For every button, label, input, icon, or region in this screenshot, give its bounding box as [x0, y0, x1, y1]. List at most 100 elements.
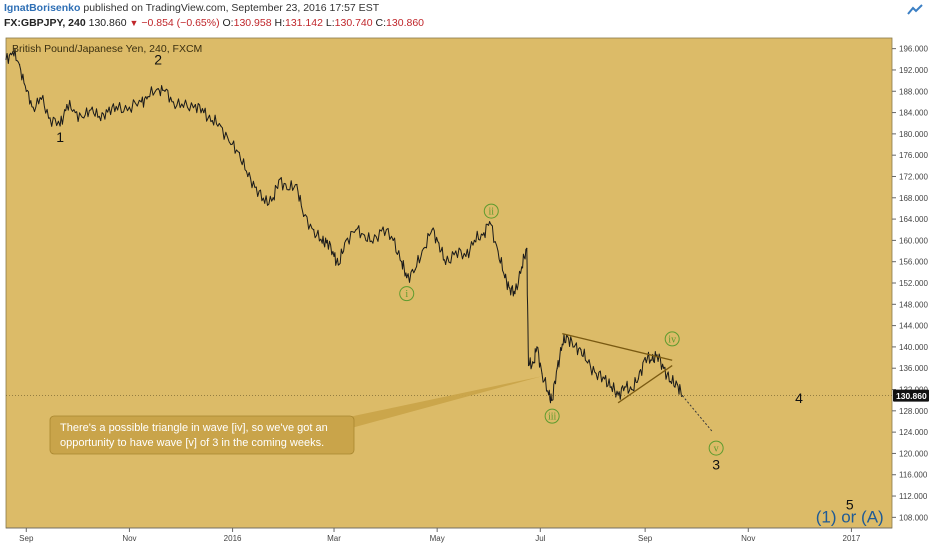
x-tick-label: Jul — [535, 534, 545, 543]
x-tick-label: Sep — [19, 534, 34, 543]
wave-circle-ii — [483, 203, 499, 219]
wave-label-2: 2 — [154, 52, 162, 68]
price-point — [473, 239, 475, 241]
price-point — [230, 143, 232, 146]
price-point — [527, 364, 530, 367]
wave-circle-v — [708, 440, 724, 456]
price-point — [561, 343, 563, 345]
price-point — [573, 346, 575, 348]
price-point — [580, 348, 582, 351]
quote-info: FX:GBPJPY, 240 130.860 ▼ −0.854 (−0.65%)… — [4, 17, 424, 29]
y-tick-label: 184.000 — [899, 109, 928, 118]
price-point — [617, 394, 619, 396]
price-point — [504, 277, 506, 279]
price-point — [326, 239, 328, 241]
wave-circle-i — [399, 286, 415, 302]
price-point — [264, 202, 266, 204]
price-point — [211, 119, 213, 122]
last-price-badge — [893, 389, 929, 402]
price-series: 130.860 — [5, 48, 929, 404]
chart-title: British Pound/Japanese Yen, 240, FXCM — [12, 43, 202, 55]
x-tick-label: 2016 — [224, 534, 242, 543]
price-point — [624, 386, 626, 388]
price-point — [526, 247, 528, 249]
y-tick-label: 192.000 — [899, 66, 928, 75]
y-tick-label: 136.000 — [899, 364, 928, 373]
price-point — [548, 394, 550, 396]
price-point — [521, 266, 523, 268]
price-point — [631, 388, 633, 391]
y-tick-label: 108.000 — [899, 513, 928, 522]
price-point — [302, 215, 305, 218]
price-point — [355, 229, 357, 231]
price-point — [663, 367, 665, 369]
wave-degree-label: (1) or (A) — [816, 508, 884, 527]
price-point — [164, 90, 166, 92]
price-point — [279, 178, 281, 180]
price-point — [556, 367, 558, 369]
x-tick-label: Sep — [638, 534, 653, 543]
y-tick-label: 116.000 — [899, 471, 928, 480]
price-point — [445, 263, 447, 265]
y-tick-label: 120.000 — [899, 449, 928, 458]
high-value: 131.142 — [285, 17, 323, 29]
callout-pointer — [344, 376, 542, 430]
low-value: 130.740 — [334, 17, 373, 29]
y-tick-label: 152.000 — [899, 279, 928, 288]
wave-label-4: 4 — [795, 390, 803, 406]
y-tick-label: 172.000 — [899, 172, 928, 181]
price-pane — [5, 37, 893, 529]
price-axis[interactable]: 108.000 112.000 116.000 120.000 124.000 128.0… — [892, 45, 928, 523]
price-point — [296, 183, 298, 186]
price-point — [147, 95, 149, 98]
price-point — [372, 242, 374, 244]
x-tick-label: May — [430, 534, 445, 543]
price-point — [610, 386, 612, 388]
publish-text: published on TradingView.com, September … — [83, 2, 380, 14]
change-text: −0.854 (−0.65%) — [141, 17, 220, 29]
triangle-lower-line — [617, 365, 673, 404]
callout-box — [49, 415, 355, 455]
price-point — [66, 103, 68, 106]
wave-circle-label-v: v — [714, 444, 719, 455]
chart-area[interactable]: 108.000 112.000 116.000 120.000 124.000 128.0… — [0, 32, 932, 550]
last-price-text: 130.860 — [88, 17, 127, 29]
close-value: 130.860 — [386, 17, 425, 29]
price-point — [172, 101, 174, 103]
y-tick-label: 128.000 — [899, 407, 928, 416]
price-point — [100, 119, 102, 122]
price-point — [203, 111, 205, 114]
y-tick-label: 112.000 — [899, 492, 928, 501]
price-point — [488, 221, 491, 223]
price-point — [637, 378, 639, 380]
price-point — [603, 378, 606, 380]
y-tick-label: 144.000 — [899, 322, 928, 331]
price-point — [333, 255, 335, 257]
time-axis[interactable]: Sep Nov 2016 Mar May Jul Sep Nov 2017 — [6, 527, 892, 543]
y-tick-label: 124.000 — [899, 428, 928, 437]
price-point — [238, 151, 240, 154]
price-point — [438, 242, 440, 244]
y-tick-label: 188.000 — [899, 87, 928, 96]
price-point — [345, 239, 347, 241]
symbol-label: FX:GBPJPY, 240 — [4, 17, 86, 29]
price-point — [74, 111, 76, 114]
price-point — [182, 106, 185, 108]
price-point — [32, 106, 34, 108]
wave-circle-label-iv: iv — [668, 334, 676, 345]
price-point — [108, 106, 110, 108]
price-point — [497, 250, 499, 252]
price-point — [220, 125, 222, 127]
price-point — [587, 362, 589, 364]
price-point — [59, 125, 61, 127]
author-link[interactable]: IgnatBorisenko — [4, 2, 81, 14]
price-point — [536, 346, 538, 348]
price-point — [509, 287, 511, 289]
x-tick-label: Mar — [327, 534, 341, 543]
x-tick-label: Nov — [741, 534, 755, 543]
callout-text-line2: opportunity to have wave [v] of 3 in the… — [60, 437, 324, 449]
down-arrow-icon: ▼ — [129, 18, 139, 28]
triangle-upper-line — [562, 332, 673, 361]
y-tick-label: 176.000 — [899, 151, 928, 160]
price-point — [25, 90, 27, 92]
